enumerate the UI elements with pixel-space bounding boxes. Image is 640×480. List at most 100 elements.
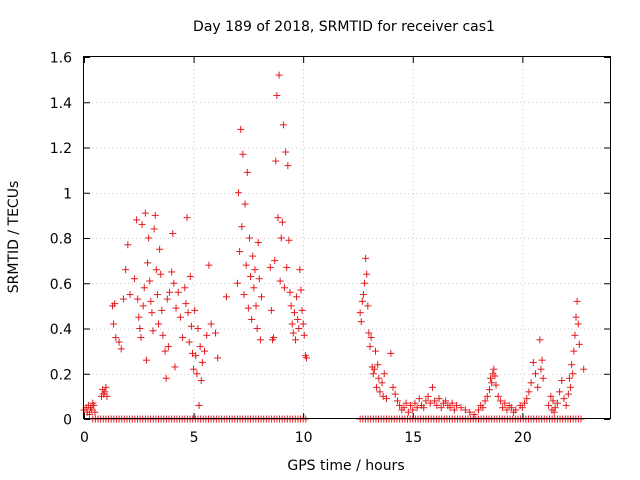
- data-point: [481, 397, 489, 405]
- data-point: [126, 291, 134, 299]
- data-point: [371, 347, 379, 355]
- data-point: [205, 261, 213, 269]
- y-tick-label: 1.6: [50, 51, 72, 67]
- data-point: [391, 390, 399, 398]
- data-point: [549, 397, 557, 405]
- axis-ticks: 0 0.2 0.4 0.6 0.8 1 1.2 1.4 1.6 0 5 10 15 20: [50, 51, 610, 446]
- data-point: [276, 277, 284, 285]
- data-point: [133, 216, 141, 224]
- data-point: [146, 277, 154, 285]
- data-point: [192, 352, 200, 360]
- data-point: [142, 356, 150, 364]
- data-point: [411, 399, 419, 407]
- data-point: [137, 334, 145, 342]
- x-tick-label: 15: [404, 430, 422, 446]
- data-point: [159, 331, 167, 339]
- data-point: [409, 406, 417, 414]
- data-point: [358, 297, 366, 305]
- data-point: [503, 406, 511, 414]
- data-point: [485, 386, 493, 394]
- data-point: [110, 320, 118, 328]
- x-tick-label: 10: [295, 430, 313, 446]
- data-point: [183, 214, 191, 222]
- data-point: [281, 284, 289, 292]
- data-point: [162, 374, 170, 382]
- data-point: [574, 320, 582, 328]
- data-point: [490, 365, 498, 373]
- data-point: [256, 336, 264, 344]
- data-point: [171, 363, 179, 371]
- data-point: [190, 365, 198, 373]
- data-point: [536, 336, 544, 344]
- data-point: [251, 266, 259, 274]
- data-point: [496, 397, 504, 405]
- data-point: [556, 388, 564, 396]
- data-point: [111, 300, 119, 308]
- data-point: [507, 404, 515, 412]
- data-point: [565, 374, 573, 382]
- data-point: [407, 401, 415, 409]
- data-point: [91, 408, 99, 416]
- data-point: [404, 408, 412, 416]
- data-point: [165, 288, 173, 296]
- data-point: [300, 331, 308, 339]
- data-point: [158, 306, 166, 314]
- data-point: [296, 266, 304, 274]
- data-point: [499, 404, 507, 412]
- y-tick-label: 0.6: [50, 277, 72, 293]
- data-point: [236, 248, 244, 256]
- data-point: [169, 229, 177, 237]
- data-point: [148, 309, 156, 317]
- y-tick-label: 0.8: [50, 232, 72, 248]
- data-point: [494, 392, 502, 400]
- data-point: [492, 381, 500, 389]
- data-point: [362, 254, 370, 262]
- data-point: [153, 291, 161, 299]
- data-point: [453, 401, 461, 409]
- data-point: [422, 397, 430, 405]
- data-point: [240, 291, 248, 299]
- data-point: [501, 399, 509, 407]
- data-point: [442, 397, 450, 405]
- data-point: [136, 325, 144, 332]
- data-point: [580, 365, 588, 373]
- y-tick-label: 0.2: [50, 367, 72, 383]
- data-point: [152, 266, 160, 274]
- data-point: [573, 297, 581, 305]
- data-point: [488, 379, 496, 387]
- data-point: [278, 218, 286, 226]
- data-points: [80, 71, 588, 423]
- data-point: [161, 347, 169, 355]
- data-point: [558, 377, 566, 385]
- x-tick-label: 20: [514, 430, 532, 446]
- data-point: [271, 257, 279, 265]
- data-point: [365, 329, 373, 337]
- data-point: [376, 388, 384, 396]
- data-point: [270, 334, 278, 342]
- data-point: [433, 401, 441, 409]
- data-point: [145, 234, 153, 242]
- data-point: [567, 383, 575, 391]
- data-point: [115, 338, 123, 346]
- data-point: [294, 315, 302, 323]
- data-point: [437, 404, 445, 412]
- data-point: [571, 331, 579, 339]
- data-point: [157, 270, 165, 278]
- data-point: [197, 377, 205, 385]
- data-point: [233, 279, 241, 287]
- data-point: [138, 220, 146, 228]
- data-point: [400, 404, 408, 412]
- data-point: [149, 327, 157, 335]
- data-point: [185, 338, 193, 346]
- data-point: [187, 322, 195, 330]
- data-point: [367, 334, 375, 342]
- data-point: [243, 168, 251, 176]
- data-point: [534, 383, 542, 391]
- data-point: [170, 279, 178, 287]
- data-point: [426, 399, 434, 407]
- data-point: [135, 313, 143, 321]
- data-point: [562, 401, 570, 409]
- data-point: [172, 304, 180, 312]
- data-point: [531, 370, 539, 378]
- data-point: [194, 325, 202, 332]
